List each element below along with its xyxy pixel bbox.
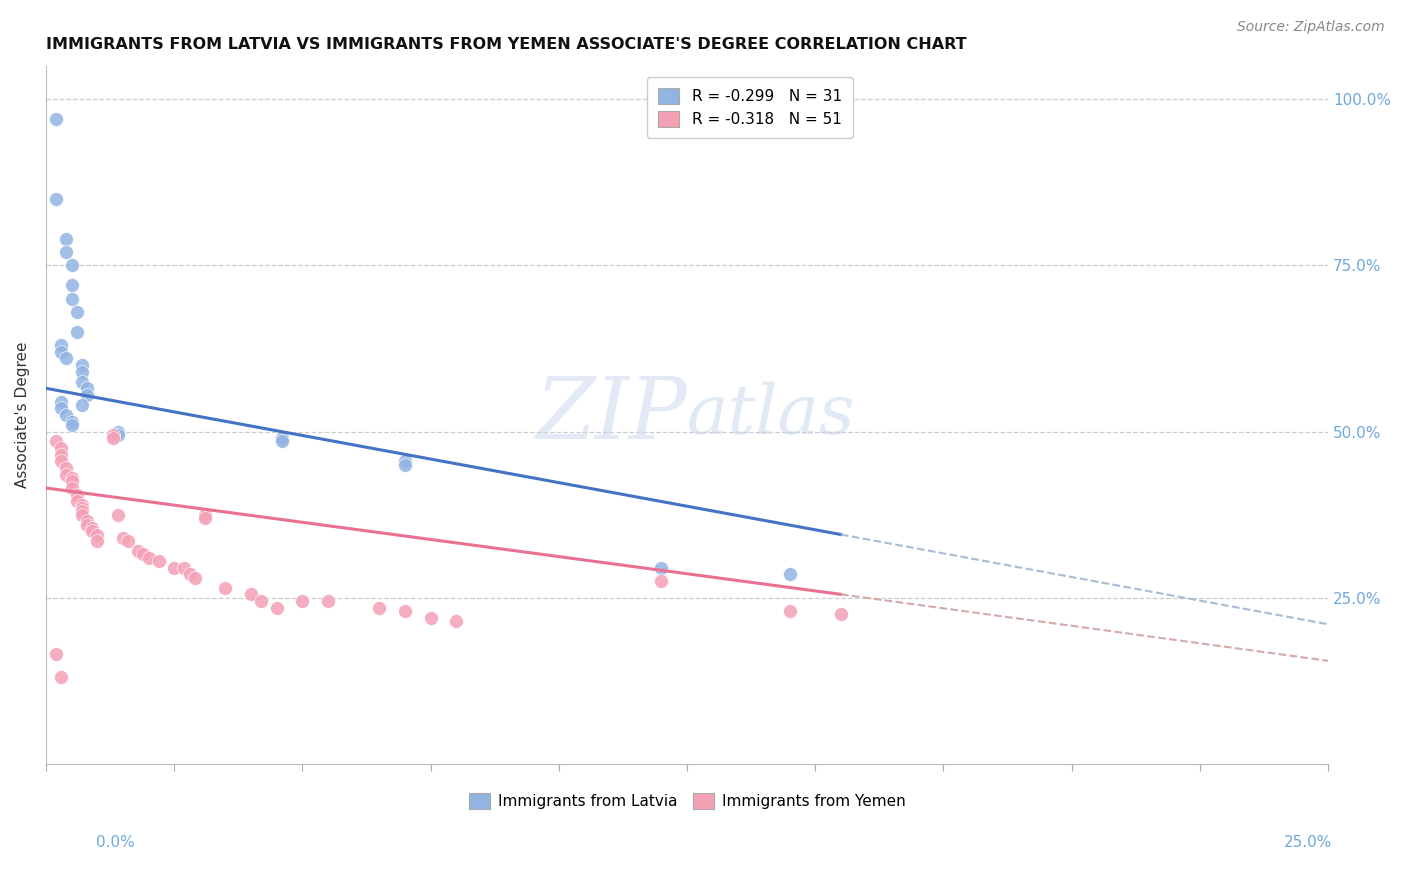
Point [55, 467, 77, 482]
Point [419, 610, 441, 624]
Text: 25.0%: 25.0% [1284, 836, 1331, 850]
Point [107, 508, 129, 522]
Point [650, 574, 672, 588]
Point [60, 258, 83, 272]
Point [51, 401, 73, 416]
Point [45, 647, 67, 661]
Point [117, 534, 139, 549]
Point [55, 461, 77, 475]
Point [163, 560, 186, 574]
Point [51, 441, 73, 455]
Point [55, 232, 77, 246]
Point [446, 614, 468, 628]
Point [45, 192, 67, 206]
Point [127, 544, 149, 558]
Point [107, 427, 129, 442]
Point [60, 292, 83, 306]
Point [51, 670, 73, 684]
Point [316, 594, 339, 608]
Text: IMMIGRANTS FROM LATVIA VS IMMIGRANTS FROM YEMEN ASSOCIATE'S DEGREE CORRELATION C: IMMIGRANTS FROM LATVIA VS IMMIGRANTS FRO… [46, 37, 966, 53]
Point [45, 434, 67, 449]
Point [132, 548, 155, 562]
Point [368, 600, 391, 615]
Y-axis label: Associate's Degree: Associate's Degree [15, 342, 30, 488]
Point [138, 550, 160, 565]
Text: 0.0%: 0.0% [96, 836, 135, 850]
Text: atlas: atlas [688, 382, 856, 449]
Point [86, 527, 108, 541]
Point [86, 534, 108, 549]
Point [111, 531, 134, 545]
Point [194, 511, 217, 525]
Point [70, 398, 93, 412]
Point [55, 408, 77, 422]
Point [250, 594, 273, 608]
Point [82, 524, 104, 539]
Point [394, 458, 416, 472]
Point [55, 245, 77, 260]
Point [51, 448, 73, 462]
Point [66, 488, 89, 502]
Point [70, 498, 93, 512]
Point [214, 581, 236, 595]
Point [70, 365, 93, 379]
Point [779, 567, 801, 582]
Point [173, 560, 195, 574]
Point [76, 514, 98, 528]
Point [76, 388, 98, 402]
Point [148, 554, 170, 568]
Point [194, 508, 217, 522]
Point [240, 587, 263, 601]
Point [76, 517, 98, 532]
Point [183, 571, 205, 585]
Point [291, 594, 314, 608]
Point [76, 381, 98, 395]
Point [650, 560, 672, 574]
Point [394, 604, 416, 618]
Point [779, 604, 801, 618]
Text: ZIP: ZIP [536, 374, 688, 456]
Point [101, 427, 124, 442]
Point [60, 481, 83, 495]
Point [60, 415, 83, 429]
Point [266, 600, 288, 615]
Point [66, 494, 89, 508]
Point [51, 338, 73, 352]
Point [179, 567, 201, 582]
Point [70, 504, 93, 518]
Point [270, 434, 292, 449]
Point [70, 508, 93, 522]
Point [60, 471, 83, 485]
Point [66, 325, 89, 339]
Point [830, 607, 852, 622]
Point [51, 454, 73, 468]
Point [51, 344, 73, 359]
Point [394, 454, 416, 468]
Text: Source: ZipAtlas.com: Source: ZipAtlas.com [1237, 20, 1385, 34]
Point [51, 394, 73, 409]
Point [66, 305, 89, 319]
Point [107, 425, 129, 439]
Point [60, 475, 83, 489]
Point [70, 500, 93, 515]
Point [270, 431, 292, 445]
Point [60, 417, 83, 432]
Point [70, 358, 93, 372]
Point [45, 112, 67, 127]
Point [82, 521, 104, 535]
Point [55, 351, 77, 366]
Legend: Immigrants from Latvia, Immigrants from Yemen: Immigrants from Latvia, Immigrants from … [463, 787, 911, 815]
Point [70, 375, 93, 389]
Point [101, 431, 124, 445]
Point [60, 278, 83, 293]
